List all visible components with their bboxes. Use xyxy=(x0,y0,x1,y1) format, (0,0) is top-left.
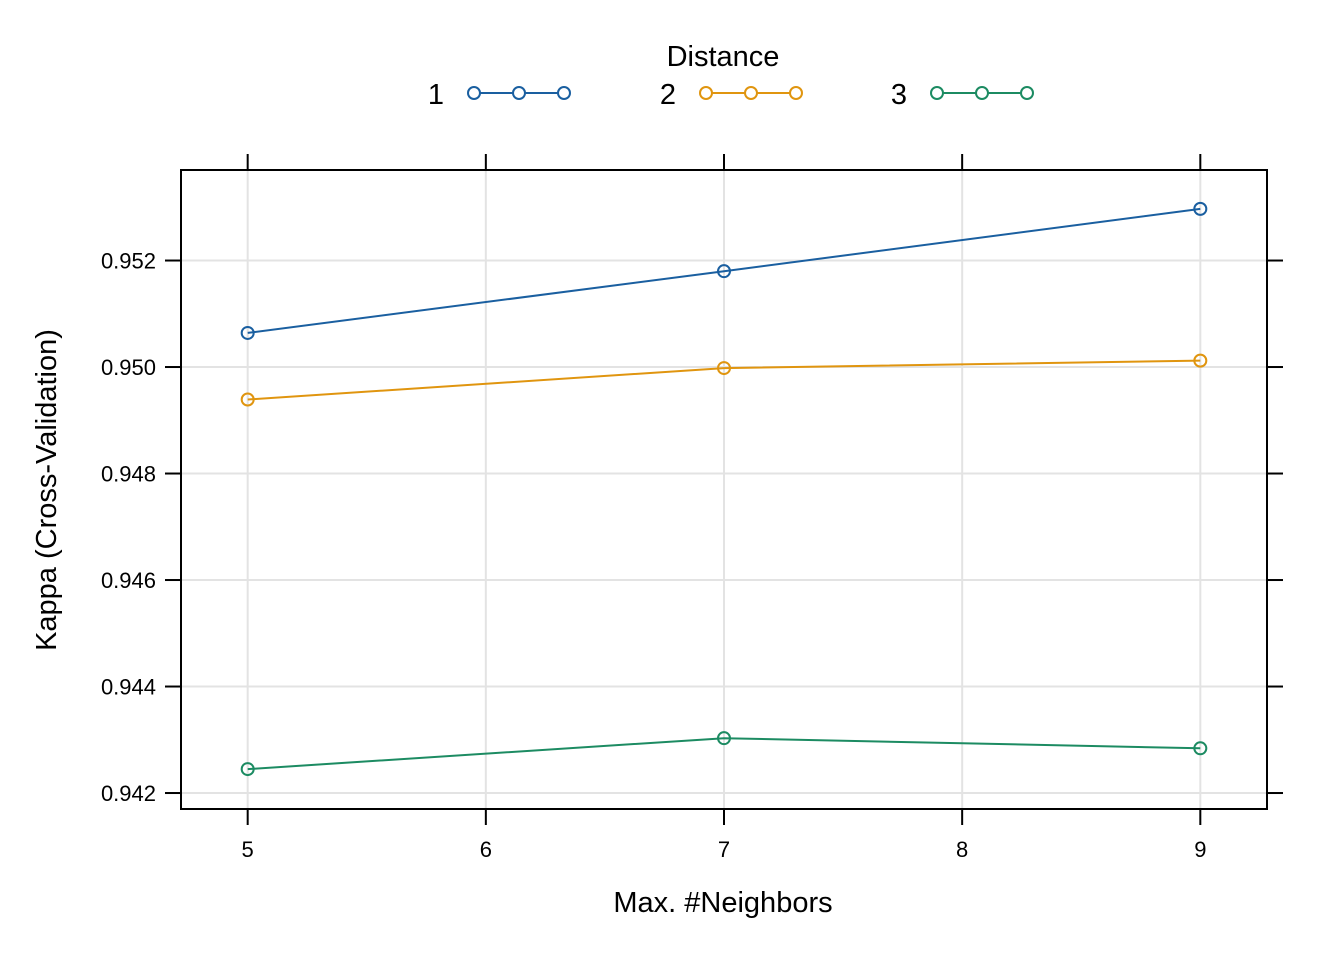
y-tick-label: 0.942 xyxy=(101,781,156,806)
legend-marker xyxy=(1020,86,1034,100)
legend-marker xyxy=(512,86,526,100)
series-line xyxy=(247,359,1201,401)
series-3 xyxy=(240,731,1208,777)
legend-marker xyxy=(467,86,481,100)
legend-label: 2 xyxy=(660,79,676,111)
axis-ticks: 5 6 7 8 9 0.942 0.944 0.946 0.948 0.950 0.952 xyxy=(101,154,1283,862)
data-point xyxy=(240,325,255,340)
data-point xyxy=(240,392,255,407)
y-tick-label: 0.952 xyxy=(101,249,156,274)
legend-label: 3 xyxy=(891,79,907,111)
data-point xyxy=(240,762,255,777)
legend: 1 2 3 xyxy=(428,79,1034,111)
legend-marker xyxy=(744,86,758,100)
y-tick-label: 0.946 xyxy=(101,568,156,593)
data-point xyxy=(1193,741,1208,756)
y-tick-label: 0.944 xyxy=(101,675,156,700)
y-axis-title: Kappa (Cross-Validation) xyxy=(31,329,63,651)
data-point xyxy=(717,264,731,279)
legend-label: 1 xyxy=(428,79,444,111)
series-1 xyxy=(240,201,1208,340)
series-2 xyxy=(240,353,1208,407)
data-point xyxy=(1193,353,1208,368)
legend-marker xyxy=(975,86,989,100)
data-point xyxy=(717,361,731,376)
legend-marker xyxy=(789,86,803,100)
x-tick-label: 8 xyxy=(956,837,968,862)
x-tick-label: 5 xyxy=(242,837,254,862)
series-layer xyxy=(240,201,1208,777)
series-line xyxy=(247,737,1201,771)
legend-marker xyxy=(930,86,944,100)
x-tick-label: 6 xyxy=(480,837,492,862)
legend-marker xyxy=(699,86,713,100)
y-tick-label: 0.950 xyxy=(101,355,156,380)
x-axis-title: Max. #Neighbors xyxy=(613,887,832,919)
data-point xyxy=(717,731,731,746)
legend-title: Distance xyxy=(667,41,780,73)
legend-marker xyxy=(557,86,571,100)
x-tick-label: 9 xyxy=(1194,837,1206,862)
legend-item-3: 3 xyxy=(891,79,1034,111)
y-tick-label: 0.948 xyxy=(101,462,156,487)
x-tick-label: 7 xyxy=(718,837,730,862)
legend-item-1: 1 xyxy=(428,79,571,111)
legend-item-2: 2 xyxy=(660,79,803,111)
data-point xyxy=(1193,201,1208,216)
series-line xyxy=(247,207,1201,334)
